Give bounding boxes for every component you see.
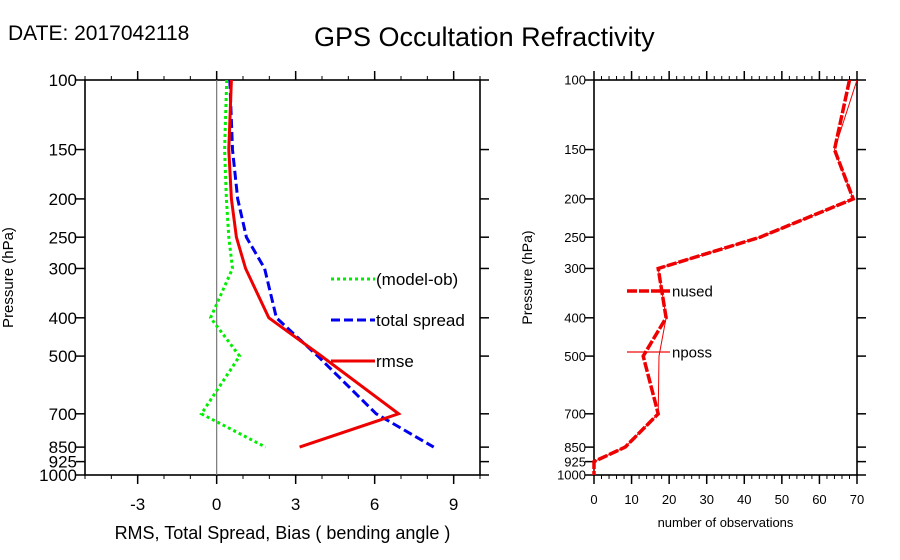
x-tick-label: 0	[590, 492, 597, 507]
y-tick-label: 925	[564, 454, 586, 469]
plot-frame	[593, 79, 858, 476]
y-tick-label: 1000	[39, 466, 77, 485]
x-tick-label: 60	[812, 492, 826, 507]
series-line-rmse	[227, 79, 402, 449]
count-panel: 0 10 20 30 40 50 60 70 100 150 200 250 300 400 500 700 8…	[519, 71, 866, 530]
series-line-nposs	[593, 79, 858, 475]
legend-label: rmse	[376, 352, 414, 371]
series-line-nused	[592, 79, 856, 475]
chart-title: GPS Occultation Refractivity	[314, 22, 655, 52]
y-tick-label: 925	[49, 453, 77, 472]
x-axis-label: RMS, Total Spread, Bias ( bending angle …	[115, 523, 451, 543]
series-line-model-ob	[199, 79, 267, 449]
x-axis-label: number of observations	[658, 515, 794, 530]
x-tick-label: 40	[737, 492, 751, 507]
y-tick-label: 300	[564, 261, 586, 276]
date-label: DATE: 2017042118	[8, 22, 190, 45]
y-tick-label: 300	[49, 260, 77, 279]
legend-label: (model-ob)	[376, 270, 458, 289]
y-tick-label: 250	[49, 228, 77, 247]
y-tick-label: 400	[564, 310, 586, 325]
y-tick-label: 400	[49, 309, 77, 328]
y-tick-label: 200	[564, 192, 586, 207]
x-tick-label: -3	[130, 495, 145, 514]
plot-frame	[84, 79, 481, 476]
x-tick-label: 3	[291, 495, 300, 514]
legend-label: nused	[672, 283, 713, 300]
y-tick-label: 150	[49, 141, 77, 160]
legend-label: nposs	[672, 344, 712, 361]
x-tick-label: 6	[370, 495, 379, 514]
x-tick-label: 10	[624, 492, 638, 507]
y-axis-label: Pressure (hPa)	[0, 227, 17, 328]
y-tick-label: 100	[564, 73, 586, 88]
x-tick-label: 0	[212, 495, 221, 514]
x-tick-label: 9	[449, 495, 458, 514]
y-tick-label: 250	[564, 230, 586, 245]
y-tick-label: 200	[49, 190, 77, 209]
y-tick-label: 700	[564, 406, 586, 421]
stats-panel: -3 0 3 6 9 100 150 200 250 300 400 500 700 8509251000…	[0, 71, 489, 543]
y-tick-label: 1000	[557, 468, 586, 483]
y-tick-label: 850	[564, 440, 586, 455]
y-tick-label: 500	[49, 347, 77, 366]
y-axis-label: Pressure (hPa)	[519, 230, 535, 324]
x-tick-label: 30	[699, 492, 713, 507]
y-tick-label: 150	[564, 142, 586, 157]
series-line-total-spread	[228, 79, 435, 449]
y-tick-label: 700	[49, 405, 77, 424]
x-tick-label: 70	[850, 492, 864, 507]
x-tick-label: 50	[775, 492, 789, 507]
legend-label: total spread	[376, 311, 465, 330]
y-tick-label: 850	[49, 438, 77, 457]
y-tick-label: 100	[49, 71, 77, 90]
x-tick-label: 20	[662, 492, 676, 507]
y-tick-label: 500	[564, 349, 586, 364]
